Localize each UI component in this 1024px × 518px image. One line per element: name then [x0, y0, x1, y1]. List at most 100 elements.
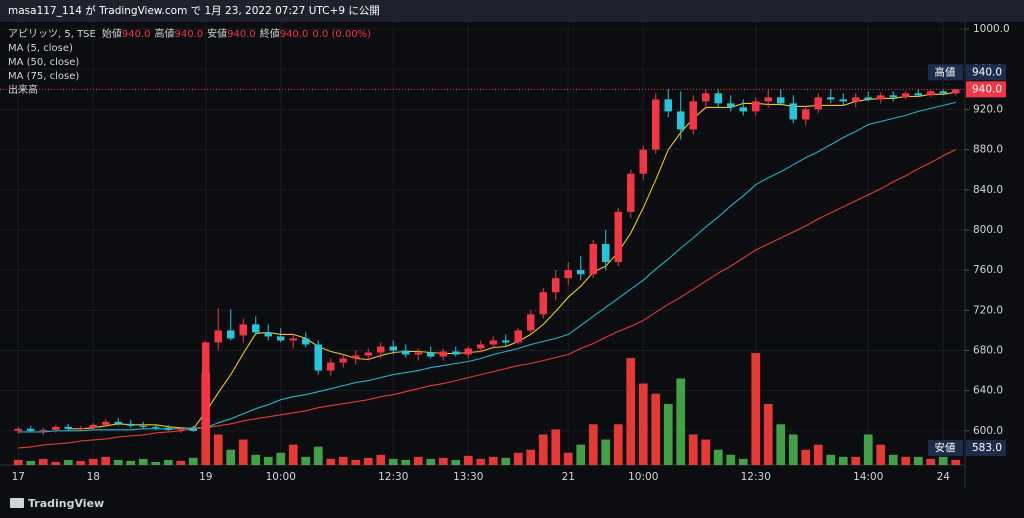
candle-body — [752, 101, 760, 112]
candle-body — [489, 340, 497, 345]
price-tag-label: 940.0 — [972, 66, 1002, 78]
legend-label: 安値 — [207, 27, 227, 40]
volume-bar — [576, 444, 586, 465]
candle-body — [277, 336, 285, 341]
volume-bar — [263, 456, 273, 465]
candle-body — [927, 91, 935, 96]
candle-body — [27, 428, 35, 431]
volume-bar — [776, 424, 786, 465]
volume-bar — [338, 456, 348, 465]
candle-body — [302, 338, 310, 345]
candle-body — [502, 340, 510, 343]
legend-value: 940.0 — [227, 29, 256, 40]
candle-body — [364, 352, 372, 356]
volume-bar — [526, 449, 536, 465]
candle-body — [552, 278, 560, 293]
legend-ma: MA (50, close) — [8, 57, 79, 68]
volume-bar — [226, 449, 236, 465]
price-tag — [966, 439, 1006, 456]
tag-label: 安値 — [935, 441, 956, 454]
candle-body — [639, 149, 647, 174]
volume-bar — [688, 434, 698, 465]
candle-body — [14, 428, 22, 431]
legend-label: 終値 — [260, 27, 280, 40]
candle-body — [52, 426, 60, 430]
volume-bar — [51, 461, 61, 465]
candle-body — [89, 424, 97, 428]
volume-bar — [313, 446, 323, 465]
x-tick-label: 17 — [12, 471, 25, 483]
candle-body — [127, 423, 135, 426]
candle-body — [839, 99, 847, 102]
volume-bar — [826, 454, 836, 465]
candle-body — [464, 348, 472, 355]
legend-ma: MA (75, close) — [8, 71, 79, 82]
legend-symbol: アピリッツ, 5, TSE — [8, 28, 96, 40]
volume-bar — [638, 383, 648, 465]
volume-bar — [176, 460, 186, 465]
volume-bar — [838, 456, 848, 465]
volume-bar — [488, 456, 498, 465]
x-tick-label: 18 — [87, 471, 100, 483]
volume-bar — [251, 454, 261, 465]
candle-body — [327, 362, 335, 371]
candle-body — [64, 426, 72, 429]
volume-bar — [13, 459, 23, 465]
candle-body — [77, 427, 85, 429]
price-tag-label: 940.0 — [972, 83, 1002, 95]
ma-line — [18, 149, 957, 449]
candle-body — [602, 244, 610, 263]
volume-bar — [676, 378, 686, 465]
volume-bar — [126, 460, 136, 465]
legend-label: 始値 — [102, 27, 122, 40]
candle-body — [252, 324, 260, 333]
candle-body — [627, 173, 635, 212]
candle-body — [814, 97, 822, 110]
volume-bar — [476, 458, 486, 465]
volume-bar — [138, 458, 148, 465]
y-tick-label: 840.0 — [973, 184, 1003, 196]
volume-bar — [363, 457, 373, 465]
volume-bar — [401, 459, 411, 465]
volume-bar — [613, 424, 623, 465]
volume-bar — [901, 456, 911, 465]
volume-bar — [813, 444, 823, 465]
candle-body — [164, 427, 172, 430]
x-tick-label: 13:30 — [453, 471, 483, 483]
price-tag — [966, 64, 1006, 81]
ma-line — [68, 91, 956, 430]
candle-body — [389, 346, 397, 351]
candle-body — [227, 330, 235, 339]
candle-body — [764, 97, 772, 102]
volume-bar — [63, 459, 73, 465]
y-tick-label: 1000.0 — [973, 23, 1010, 35]
volume-bar — [713, 449, 723, 465]
footer-logo: TradingView — [10, 497, 104, 510]
candle-body — [577, 270, 585, 275]
candle-body — [402, 350, 410, 355]
candle-body — [739, 107, 747, 112]
candle-body — [914, 93, 922, 96]
volume-bar — [663, 403, 673, 465]
legend-volume: 出来高 — [8, 83, 38, 96]
candle-body — [714, 93, 722, 104]
logo-icon — [10, 498, 24, 508]
candle-body — [139, 425, 147, 427]
volume-bar — [763, 403, 773, 465]
volume-bar — [351, 459, 361, 465]
volume-bar — [801, 449, 811, 465]
candle-body — [652, 99, 660, 150]
volume-bar — [513, 452, 523, 465]
volume-bar — [188, 457, 198, 465]
volume-bar — [938, 456, 948, 465]
candle-body — [314, 344, 322, 371]
candle-body — [189, 428, 197, 431]
candle-body — [539, 292, 547, 315]
volume-bar — [738, 458, 748, 465]
volume-bar — [563, 452, 573, 465]
legend-line: アピリッツ, 5, TSE 始値940.0 高値940.0 安値940.0 終値940.… — [8, 27, 371, 40]
footer-brand: TradingView — [28, 497, 104, 510]
y-tick-label: 680.0 — [973, 344, 1003, 356]
candle-body — [177, 428, 185, 430]
